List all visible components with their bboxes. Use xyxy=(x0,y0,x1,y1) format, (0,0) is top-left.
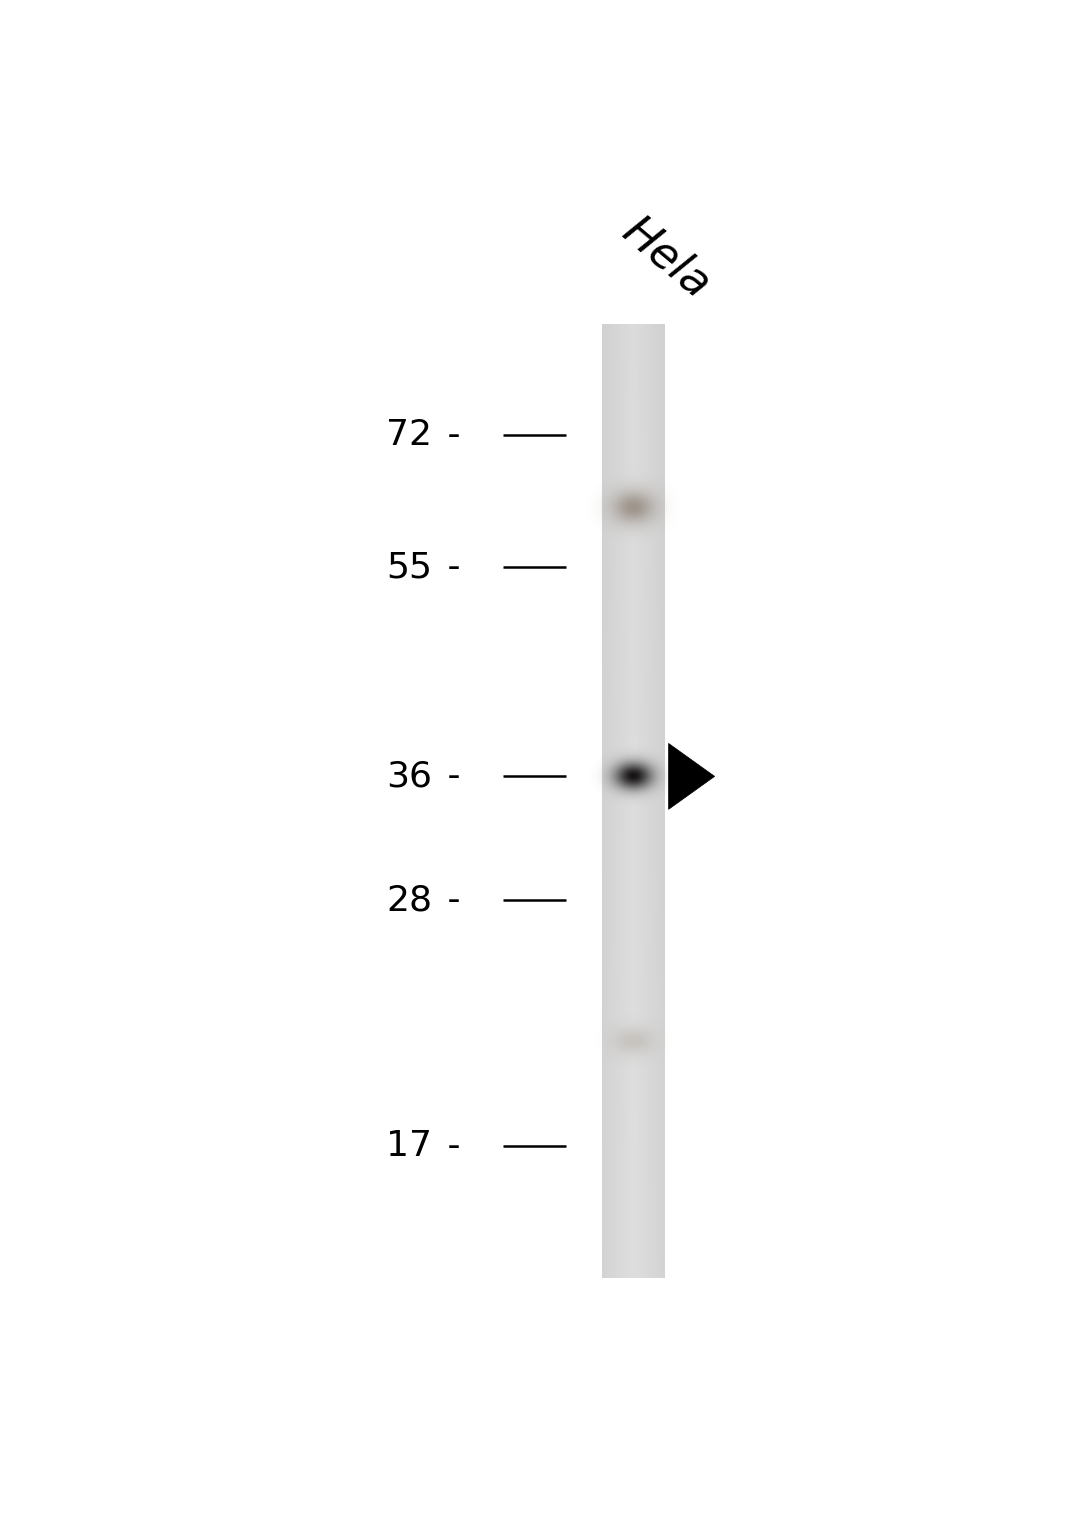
Polygon shape xyxy=(669,743,715,809)
Text: -: - xyxy=(436,417,461,451)
Text: -: - xyxy=(436,550,461,584)
Text: Hela: Hela xyxy=(615,209,719,307)
Text: -: - xyxy=(436,884,461,917)
Text: -: - xyxy=(436,1130,461,1164)
Text: 28: 28 xyxy=(386,884,432,917)
Text: -: - xyxy=(436,760,461,794)
Text: 55: 55 xyxy=(387,550,432,584)
Text: 17: 17 xyxy=(387,1130,432,1164)
Text: 72: 72 xyxy=(387,417,432,451)
Text: 36: 36 xyxy=(387,760,432,794)
